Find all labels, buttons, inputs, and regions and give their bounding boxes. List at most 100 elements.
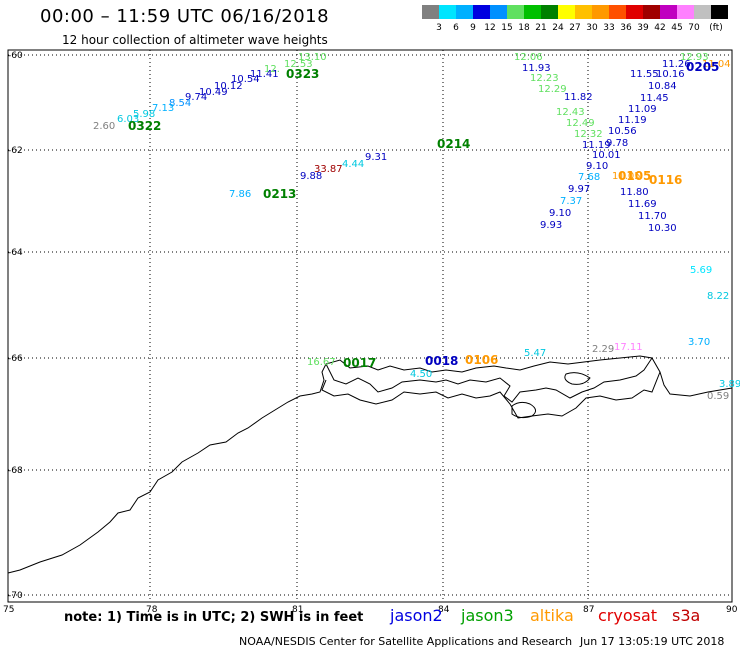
legend-tick-label: 39 [637, 23, 649, 33]
pass-label: 0017 [343, 356, 377, 370]
swh-value: 11.82 [564, 92, 593, 103]
swh-value: 11.45 [640, 93, 669, 104]
swh-value: 10.84 [648, 81, 677, 92]
legend-swatch [592, 5, 609, 19]
legend-swatch [473, 5, 490, 19]
swh-value: 10.30 [648, 223, 677, 234]
swh-value: 5.69 [690, 265, 713, 276]
swh-value: 11.93 [522, 63, 551, 74]
legend-cryosat: cryosat [598, 606, 658, 625]
legend-swatch [422, 5, 439, 19]
pass-label: 0214 [437, 137, 471, 151]
lat-label: -60 [8, 51, 23, 61]
swh-value: 4.44 [342, 159, 365, 170]
swh-value: 3.89 [719, 379, 740, 390]
lat-label: -66 [8, 354, 23, 364]
legend-swatch [439, 5, 456, 19]
inlet-ring-2 [564, 372, 591, 385]
swh-value: 16.67 [307, 357, 336, 368]
lon-label: 78 [146, 605, 158, 615]
legend-swatch [507, 5, 524, 19]
swh-value: 11.55 [630, 69, 659, 80]
swh-value: 11.26 [662, 59, 691, 70]
swh-value: 11.05 [612, 171, 641, 182]
legend-swatch [541, 5, 558, 19]
swh-value: 12.49 [566, 118, 595, 129]
map-frame [7, 49, 733, 603]
swh-value: 11.04 [702, 59, 731, 70]
swh-value: 11.41 [250, 69, 279, 80]
swh-value: 7.37 [560, 196, 583, 207]
coastline-main [7, 355, 733, 574]
legend-tick-label: 9 [470, 23, 476, 33]
lat-gridlines [8, 54, 732, 596]
legend-swatch [694, 5, 711, 19]
swh-value: 9.97 [568, 184, 591, 195]
swh-value: 12.53 [284, 59, 313, 70]
legend-swatch [575, 5, 592, 19]
swh-value: 33.87 [314, 164, 343, 175]
map-subtitle: 12 hour collection of altimeter wave hei… [62, 33, 328, 47]
lon-label: 84 [438, 605, 450, 615]
lon-label: 75 [3, 605, 15, 615]
legend-tick-label: 27 [569, 23, 581, 33]
lon-label: 87 [583, 605, 595, 615]
legend-swatch [456, 5, 473, 19]
swh-value: 9.88 [300, 171, 323, 182]
swh-value: 11.70 [638, 211, 667, 222]
swh-value: 5.47 [524, 348, 547, 359]
swh-value: 9.78 [606, 138, 629, 149]
legend-swatch [524, 5, 541, 19]
swh-value: 17.11 [614, 342, 643, 353]
legend-tick-label: 33 [603, 23, 615, 33]
lon-label: 90 [726, 605, 738, 615]
swh-value: 7.86 [229, 189, 252, 200]
pass-label: 0213 [263, 187, 297, 201]
swh-value: 11.09 [628, 104, 657, 115]
swh-value: 12.23 [530, 73, 559, 84]
legend-tick-label: 6 [453, 23, 459, 33]
swh-value: 9.10 [549, 208, 572, 219]
swh-value: 12. [264, 64, 280, 75]
legend-swatch [609, 5, 626, 19]
legend-tick-label: 42 [654, 23, 666, 33]
swh-value: 6.03 [117, 114, 140, 125]
swh-value: 2.29 [592, 344, 615, 355]
legend-tick-label: 12 [484, 23, 496, 33]
swh-value: 4.50 [410, 369, 433, 380]
swh-value: 0.59 [707, 391, 730, 402]
coastline [7, 355, 733, 574]
swh-value: 11.19 [618, 115, 647, 126]
footnote: note: 1) Time is in UTC; 2) SWH is in fe… [64, 610, 364, 625]
map-title: 00:00 – 11:59 UTC 06/16/2018 [40, 6, 330, 27]
swh-value: 7.68 [578, 172, 601, 183]
swh-value: 9.31 [365, 152, 388, 163]
legend-tick-label: 3 [436, 23, 442, 33]
pass-label: 0105 [618, 169, 652, 183]
swh-value: 11.69 [628, 199, 657, 210]
lat-label: -68 [8, 466, 23, 476]
legend-swatch [558, 5, 575, 19]
legend-swatch [711, 5, 728, 19]
legend-s3a: s3a [672, 606, 701, 625]
swh-value: 10.16 [656, 69, 685, 80]
legend-tick-label: 15 [501, 23, 513, 33]
legend-swatch [643, 5, 660, 19]
swh-value: 5.98 [133, 109, 156, 120]
lat-label: -62 [8, 146, 23, 156]
legend-swatch [660, 5, 677, 19]
pass-label: 0116 [649, 173, 683, 187]
legend-tick-label: 70 [688, 23, 700, 33]
swh-value: 9.74 [185, 92, 208, 103]
legend-altika: altika [530, 606, 574, 625]
pass-label: 0323 [286, 67, 320, 81]
swh-value: 2.60 [93, 121, 116, 132]
legend-jason2: jason2 [390, 606, 443, 625]
pass-label: 0205 [686, 60, 720, 74]
swh-value: 10.56 [608, 126, 637, 137]
swh-value: 10.12 [214, 81, 243, 92]
legend-tick-label: 30 [586, 23, 598, 33]
legend-swatch [677, 5, 694, 19]
swh-value: 11.19 [582, 140, 611, 151]
